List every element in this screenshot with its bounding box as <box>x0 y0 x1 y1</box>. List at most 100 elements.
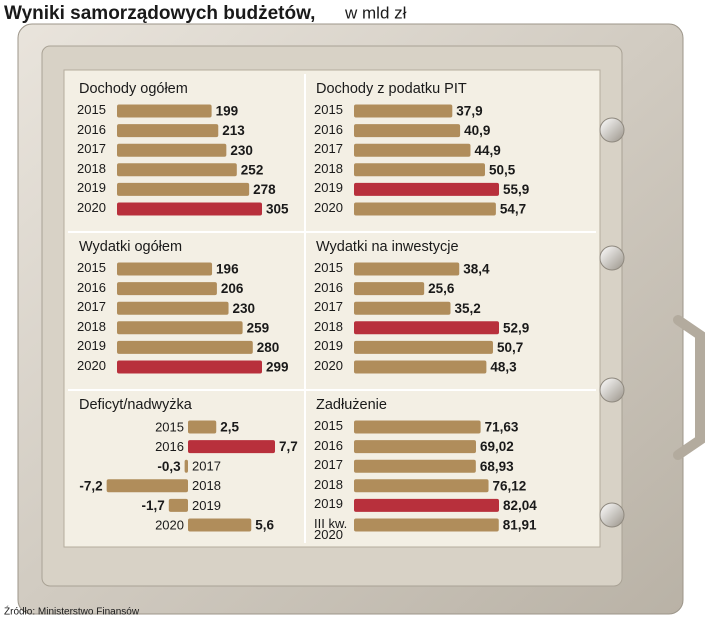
category-label: 2015 <box>314 104 343 116</box>
category-label: 2019 <box>192 498 221 513</box>
bar <box>117 163 237 177</box>
bar <box>354 202 496 216</box>
category-label: 2020 <box>155 517 184 532</box>
value-label: 71,63 <box>485 420 519 435</box>
category-label: 2018 <box>192 478 221 493</box>
bar <box>117 301 229 315</box>
category-text: 2017 <box>77 143 106 157</box>
hinge <box>599 502 625 528</box>
category-text: 2015 <box>77 104 106 117</box>
chart-title: Zadłużenie <box>316 397 387 413</box>
category-text: 2019 <box>77 340 106 354</box>
bar <box>354 459 476 473</box>
value-label: 278 <box>253 182 276 197</box>
category-label: 2016 <box>77 123 106 137</box>
value-label: 230 <box>233 301 256 316</box>
source: Źródło: Ministerstwo Finansów <box>4 605 140 618</box>
bar <box>354 420 481 434</box>
category-label: 2019 <box>314 182 343 194</box>
chart-title: Dochody z podatku PIT <box>316 81 467 97</box>
category-label: 2020 <box>77 360 106 372</box>
value-label: 252 <box>241 162 264 177</box>
value-label: 299 <box>266 360 289 375</box>
bar <box>354 479 489 493</box>
category-label: 2017 <box>314 459 343 471</box>
hinge <box>599 245 625 271</box>
value-label: 259 <box>247 320 270 335</box>
bar <box>354 360 487 374</box>
category-label: 2019 <box>314 498 343 510</box>
hinge <box>599 117 625 143</box>
category-text: 2018 <box>314 478 343 492</box>
bar <box>354 340 493 354</box>
category-label: 2016 <box>155 439 184 454</box>
bar <box>117 182 250 196</box>
category-label: 2017 <box>314 143 343 157</box>
value-label: 7,7 <box>279 439 298 454</box>
value-label: 82,04 <box>503 498 537 513</box>
category-label: 2018 <box>77 321 106 333</box>
category-label: 2017 <box>77 143 106 157</box>
bar <box>354 321 499 335</box>
category-text: 2016 <box>77 123 106 137</box>
bar <box>117 340 253 354</box>
value-label: 38,4 <box>463 262 490 277</box>
value-label: 48,3 <box>490 360 517 375</box>
bar <box>354 262 460 276</box>
value-label: 25,6 <box>428 281 455 296</box>
value-label: 55,9 <box>503 182 529 197</box>
bar <box>117 321 243 335</box>
subtitle: w mld zł <box>344 3 407 22</box>
bar <box>188 518 252 532</box>
category-label: 2016 <box>314 281 343 295</box>
category-label: 2019 <box>77 182 106 194</box>
value-label: -1,7 <box>142 498 165 513</box>
category-text: 2018 <box>314 162 343 176</box>
bar <box>188 440 275 454</box>
value-label: 213 <box>222 123 245 138</box>
category-label: 2016 <box>77 281 106 295</box>
value-label: 76,12 <box>493 478 527 493</box>
bar <box>354 124 461 138</box>
value-label: 37,9 <box>456 104 482 119</box>
bar <box>354 282 425 296</box>
value-label: 196 <box>216 262 239 277</box>
bar <box>354 143 471 157</box>
value-label: -7,2 <box>79 478 102 493</box>
category-text: 2017 <box>77 301 106 315</box>
category-text: 2020 <box>314 360 343 373</box>
category-text: 2017 <box>314 143 343 157</box>
value-label: 40,9 <box>464 123 490 138</box>
category-text: 2016 <box>314 439 343 453</box>
bar <box>117 104 212 118</box>
category-label: 2018 <box>77 162 106 176</box>
category-label: 2020 <box>314 202 343 215</box>
value-label: 81,91 <box>503 518 537 533</box>
category-label: 2015 <box>314 262 343 274</box>
bar <box>117 143 227 157</box>
category-text: 2017 <box>314 301 343 315</box>
category-label: 2017 <box>314 301 343 315</box>
value-label: 230 <box>230 143 253 158</box>
bar <box>354 182 499 196</box>
category-label: 2016 <box>314 123 343 137</box>
category-text: 2016 <box>77 281 106 295</box>
bar <box>117 124 219 138</box>
category-text: 2020 <box>314 202 343 215</box>
category-text: 2018 <box>77 162 106 176</box>
value-label: 52,9 <box>503 320 529 335</box>
bar <box>188 420 217 434</box>
bar <box>354 518 499 532</box>
bar <box>354 440 476 454</box>
value-label: -0,3 <box>157 459 181 474</box>
category-label: 2017 <box>192 459 221 474</box>
category-text: 2016 <box>314 123 343 137</box>
bar <box>117 282 217 296</box>
value-label: 69,02 <box>480 439 514 454</box>
category-text: 2018 <box>314 320 343 334</box>
category-text: 2020 <box>77 202 106 215</box>
chart-title: Wydatki ogółem <box>79 239 182 255</box>
category-text: 2016 <box>314 281 343 295</box>
chart-title: Dochody ogółem <box>79 81 188 97</box>
